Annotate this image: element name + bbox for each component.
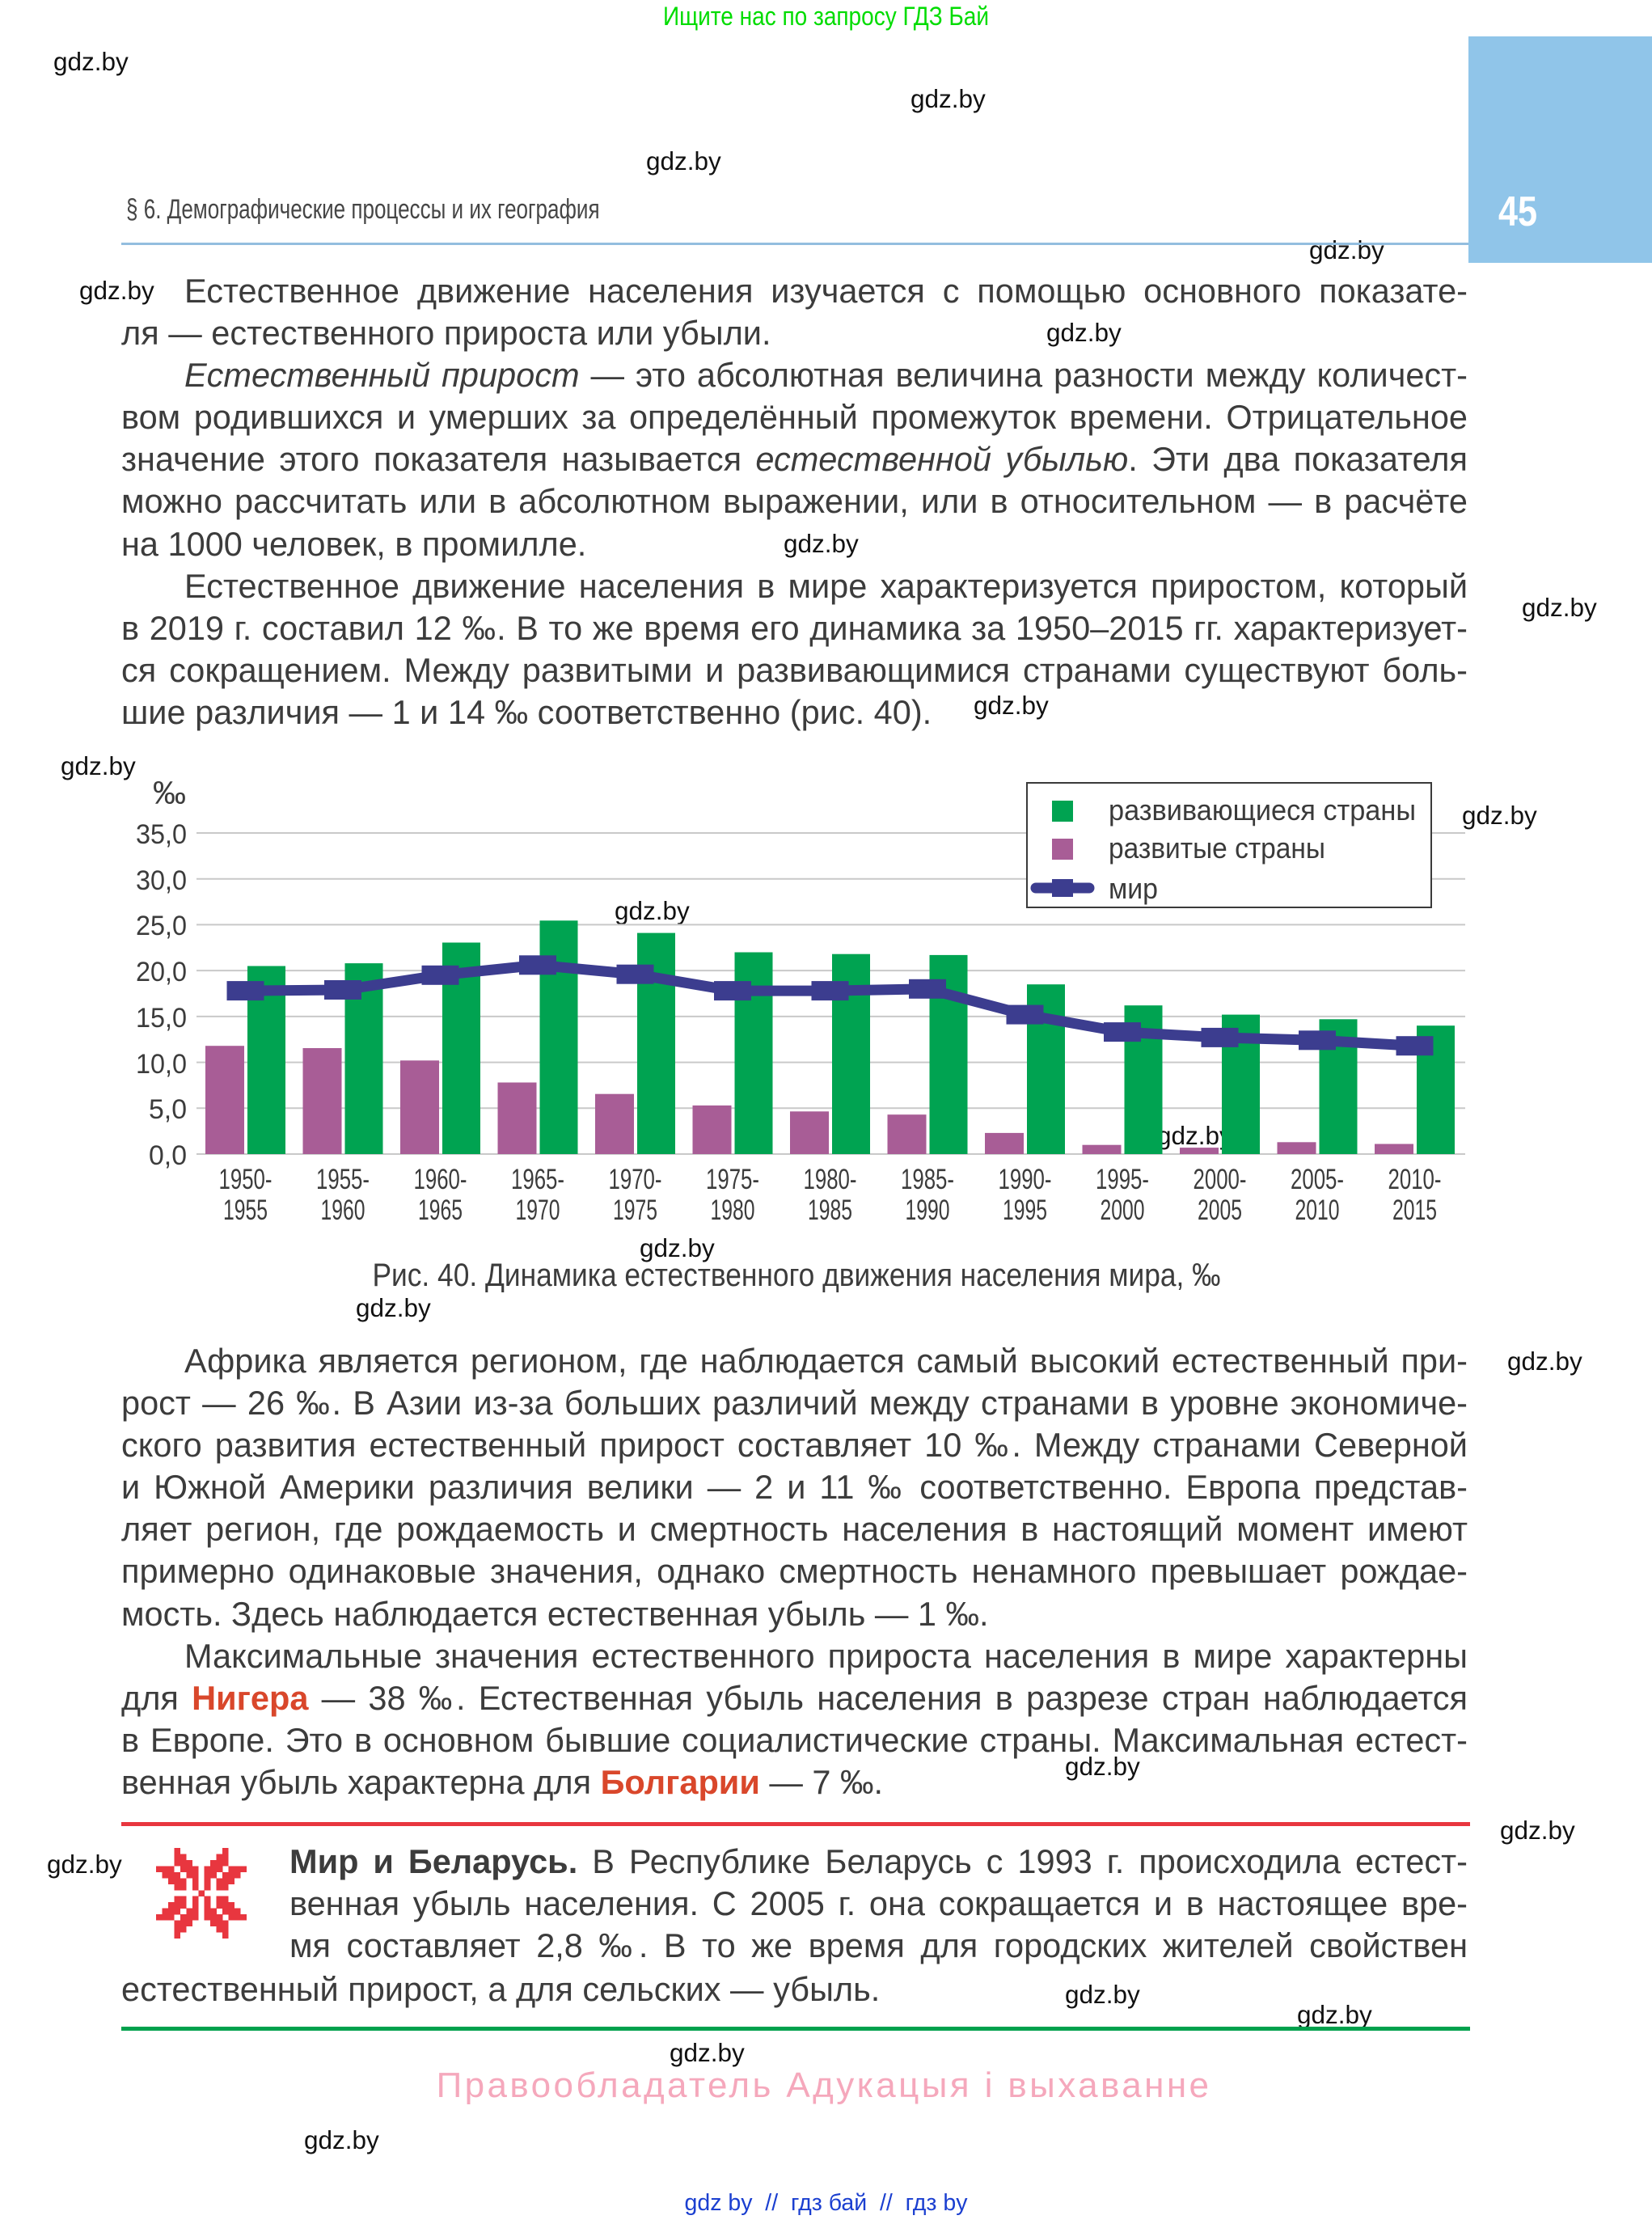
svg-text:1960: 1960 (321, 1194, 365, 1226)
svg-text:1970-: 1970- (609, 1164, 662, 1195)
svg-text:мир: мир (1109, 872, 1158, 905)
svg-text:1980-: 1980- (804, 1164, 857, 1195)
svg-text:1955: 1955 (223, 1194, 268, 1226)
svg-text:1960-: 1960- (414, 1164, 467, 1195)
svg-text:2000: 2000 (1101, 1194, 1145, 1226)
svg-text:развивающиеся страны: развивающиеся страны (1109, 793, 1416, 827)
svg-text:35,0: 35,0 (136, 819, 187, 850)
svg-text:2015: 2015 (1392, 1194, 1437, 1226)
svg-text:10,0: 10,0 (136, 1049, 187, 1080)
svg-text:1990-: 1990- (999, 1164, 1052, 1195)
svg-text:1975-: 1975- (706, 1164, 759, 1195)
svg-text:1990: 1990 (906, 1194, 950, 1226)
svg-text:2005-: 2005- (1291, 1164, 1344, 1195)
svg-text:5,0: 5,0 (149, 1094, 187, 1125)
svg-text:1995-: 1995- (1096, 1164, 1149, 1195)
svg-text:2000-: 2000- (1194, 1164, 1247, 1195)
svg-text:1965: 1965 (418, 1194, 463, 1226)
svg-text:30,0: 30,0 (136, 865, 187, 896)
svg-text:20,0: 20,0 (136, 957, 187, 987)
svg-text:развитые страны: развитые страны (1109, 831, 1325, 865)
svg-text:2010-: 2010- (1388, 1164, 1442, 1195)
svg-text:0,0: 0,0 (149, 1140, 187, 1171)
svg-text:1995: 1995 (1003, 1194, 1047, 1226)
svg-text:‰: ‰ (153, 776, 186, 811)
svg-text:1970: 1970 (516, 1194, 560, 1226)
svg-text:1950-: 1950- (219, 1164, 273, 1195)
svg-text:Рис. 40. Динамика естественног: Рис. 40. Динамика естественного движения… (373, 1258, 1221, 1293)
svg-text:25,0: 25,0 (136, 911, 187, 941)
svg-text:1975: 1975 (613, 1194, 657, 1226)
svg-text:1985: 1985 (808, 1194, 852, 1226)
svg-text:2010: 2010 (1295, 1194, 1340, 1226)
svg-text:1985-: 1985- (901, 1164, 954, 1195)
svg-text:1965-: 1965- (511, 1164, 564, 1195)
svg-text:1955-: 1955- (316, 1164, 370, 1195)
svg-text:1980: 1980 (711, 1194, 755, 1226)
svg-text:15,0: 15,0 (136, 1003, 187, 1034)
svg-text:2005: 2005 (1198, 1194, 1242, 1226)
